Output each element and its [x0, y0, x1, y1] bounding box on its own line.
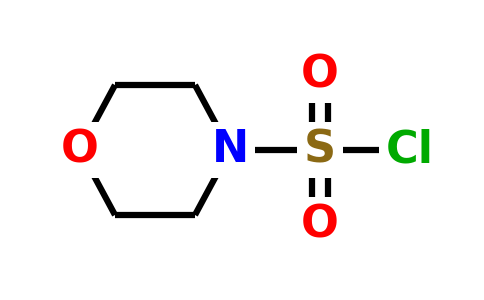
Text: S: S	[304, 128, 336, 172]
Text: N: N	[212, 128, 249, 172]
Text: O: O	[301, 203, 339, 247]
Text: Cl: Cl	[386, 128, 434, 172]
Text: O: O	[301, 53, 339, 97]
Text: O: O	[61, 128, 99, 172]
